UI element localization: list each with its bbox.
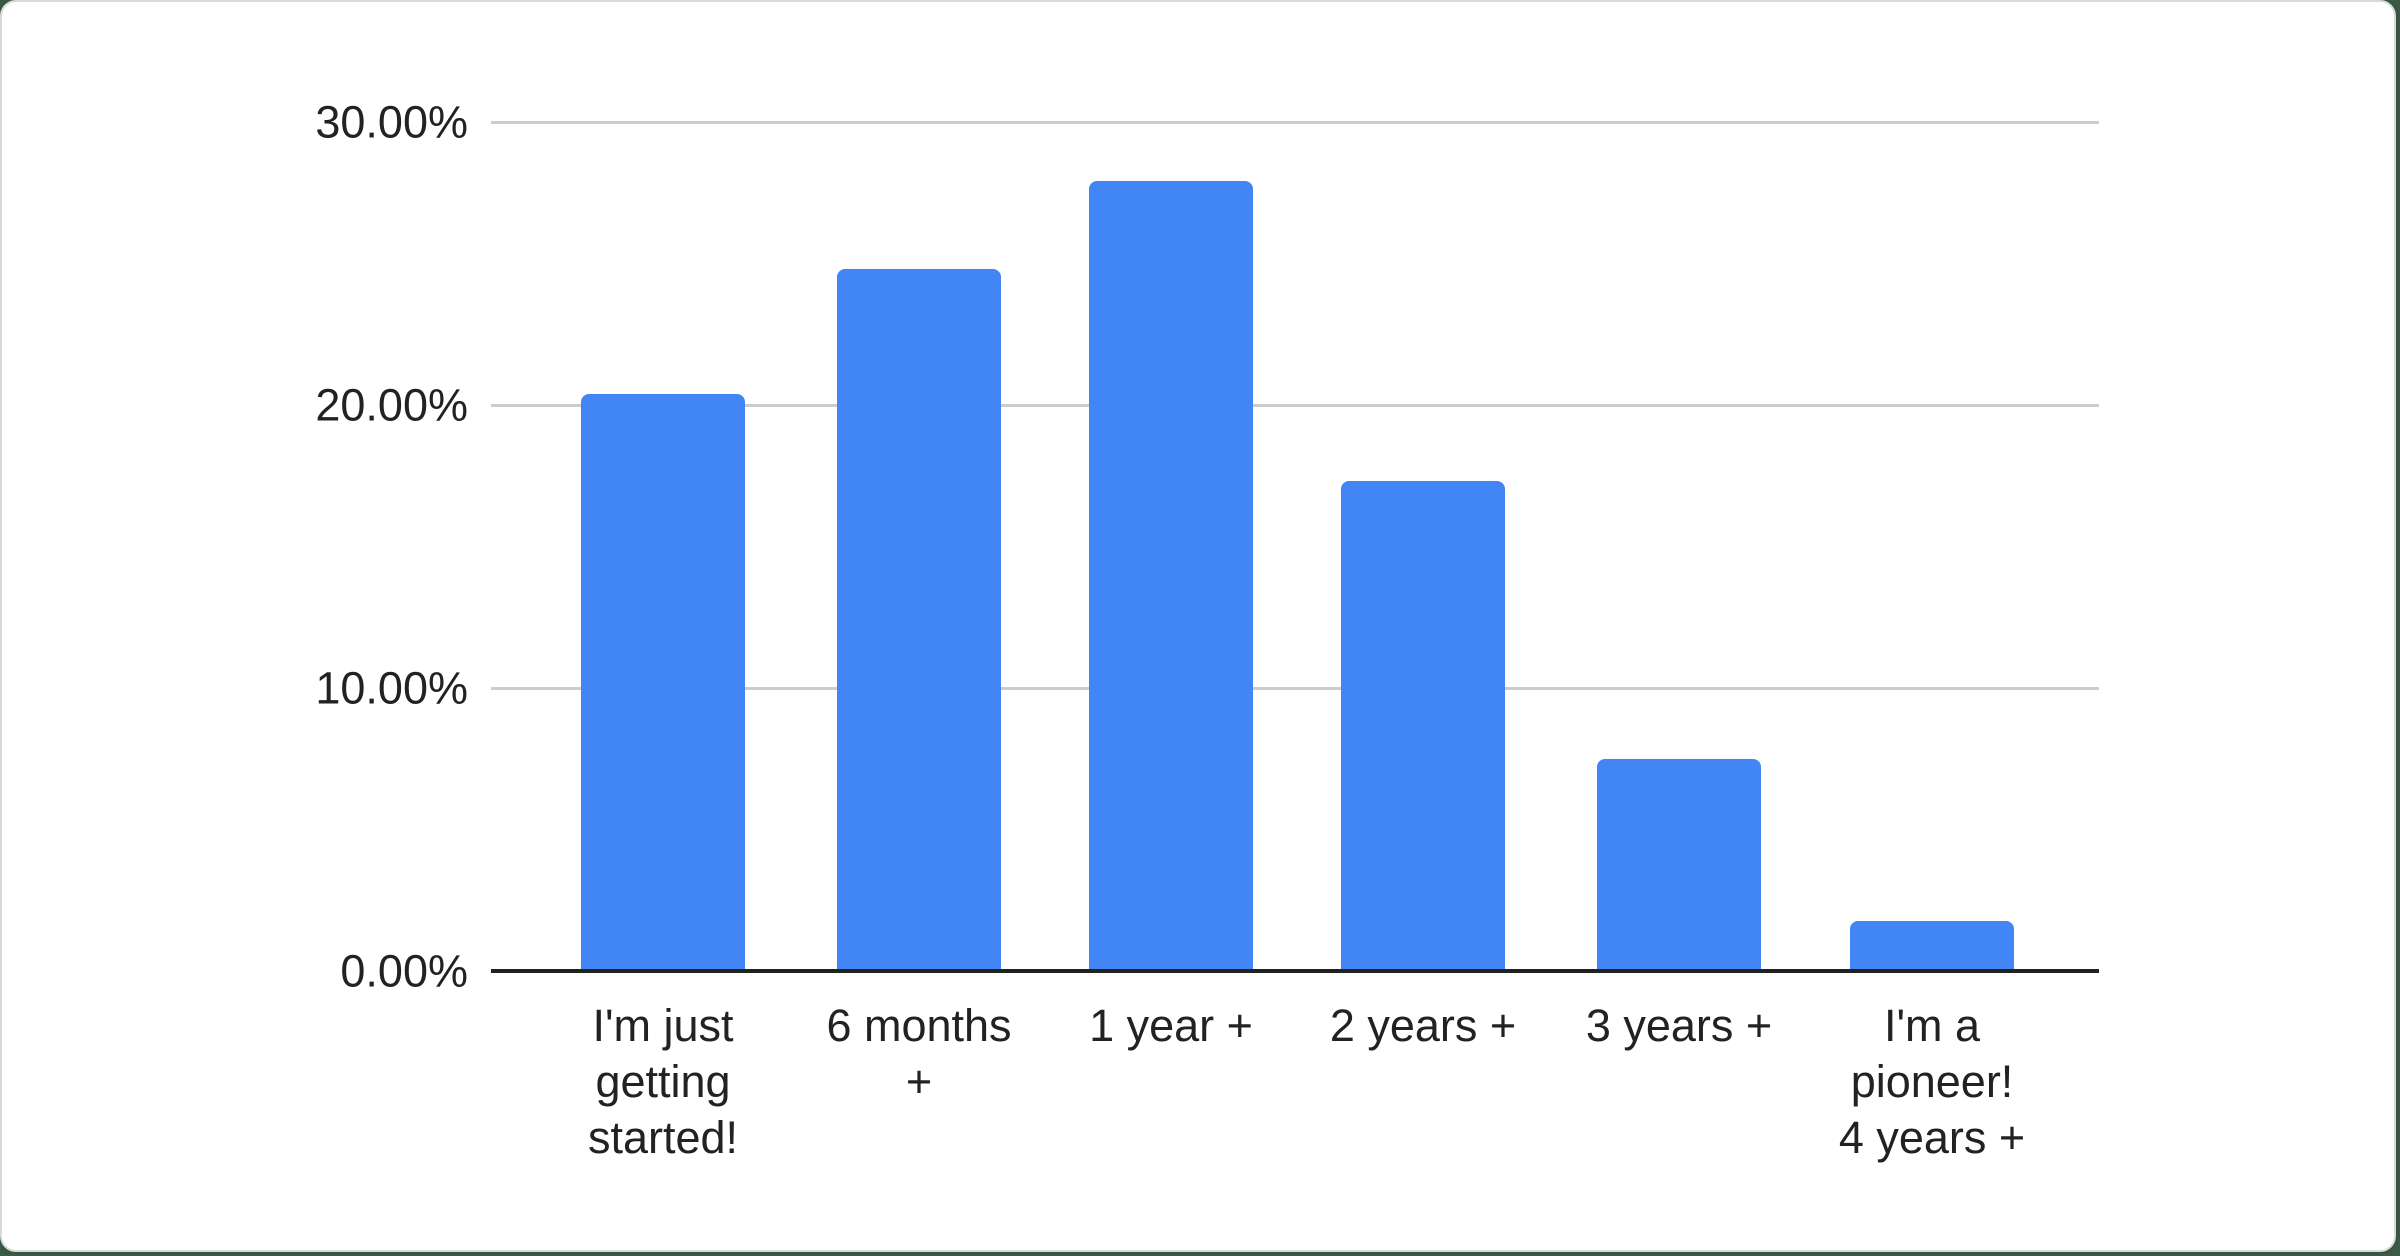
gridline-1 — [491, 404, 2099, 407]
y-axis-tick-label: 10.00% — [315, 662, 468, 714]
y-axis-tick-label: 20.00% — [315, 379, 468, 431]
y-axis-tick-label: 0.00% — [340, 945, 468, 997]
x-axis-category-label: 2 years + — [1329, 1000, 1517, 1051]
x-axis-category-label: 3 years + — [1585, 1000, 1773, 1051]
plot-area: 30.00% 20.00% 10.00% 0.00% I'm just getting … — [315, 97, 2099, 1163]
gridline-0 — [491, 121, 2099, 124]
x-axis-category-label: I'm a pioneer! 4 years + — [1838, 1000, 2026, 1163]
x-axis-category-label: 1 year + — [1089, 1000, 1253, 1051]
gridline-2 — [491, 687, 2099, 690]
bar-0[interactable] — [581, 393, 745, 971]
bar-3[interactable] — [1341, 481, 1505, 971]
bar-2[interactable] — [1089, 181, 1253, 971]
y-axis-tick-label: 30.00% — [315, 96, 468, 148]
bar-1[interactable] — [837, 269, 1001, 971]
x-axis-category-label: 6 months + — [826, 1000, 1012, 1107]
x-axis-line — [491, 969, 2099, 973]
bar-5[interactable] — [1850, 921, 2014, 971]
bar-4[interactable] — [1597, 758, 1761, 971]
x-axis-category-label: I'm just getting started! — [587, 1000, 739, 1163]
